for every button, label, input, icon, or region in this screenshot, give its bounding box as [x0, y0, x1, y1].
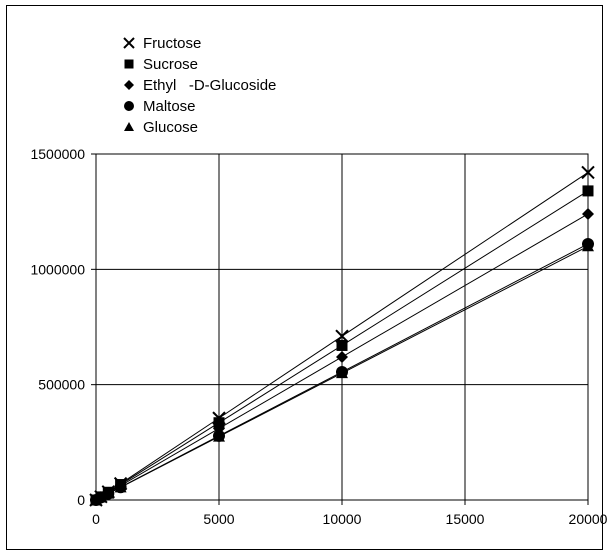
x-tick-label: 15000 [446, 511, 485, 527]
marker-stroke [581, 165, 595, 180]
legend-label: Maltose [143, 98, 196, 115]
legend-marker-square [124, 59, 134, 69]
series-markers [89, 165, 595, 507]
axis-tick-labels: 0 5000 10000 15000 20000 0 500000 1000000 150000… [30, 146, 607, 527]
y-tick-label: 1000000 [30, 261, 85, 277]
marker-stroke [123, 37, 135, 49]
data-point-triangle [102, 487, 115, 499]
data-point-triangle [114, 481, 127, 493]
data-point-square [582, 185, 594, 197]
y-tick-label: 500000 [38, 377, 85, 393]
legend-label: Glucose [143, 119, 198, 136]
data-point-triangle [582, 240, 594, 252]
data-point-x [581, 165, 595, 180]
legend: Fructose Sucrose Ethyl -D-Glucoside Maltose… [123, 35, 276, 136]
legend-marker-diamond [124, 80, 134, 90]
grid-lines [91, 153, 589, 505]
y-tick-label: 0 [77, 492, 85, 508]
legend-label: Fructose [143, 35, 201, 52]
chart-frame [6, 5, 603, 550]
y-tick-label: 1500000 [30, 146, 85, 162]
x-tick-label: 0 [92, 511, 100, 527]
x-tick-label: 20000 [569, 511, 608, 527]
x-tick-label: 10000 [323, 511, 362, 527]
legend-marker-circle [124, 101, 134, 111]
data-point-diamond [336, 350, 348, 363]
legend-marker-x [123, 37, 135, 49]
data-point-triangle [94, 491, 107, 503]
legend-marker-triangle [124, 122, 134, 131]
legend-label: Sucrose [143, 56, 198, 73]
data-point-triangle [213, 430, 225, 442]
data-point-square [336, 339, 348, 351]
data-point-diamond [582, 207, 594, 220]
data-point-triangle [336, 367, 348, 379]
x-tick-label: 5000 [203, 511, 234, 527]
legend-label: Ethyl -D-Glucoside [143, 77, 276, 94]
